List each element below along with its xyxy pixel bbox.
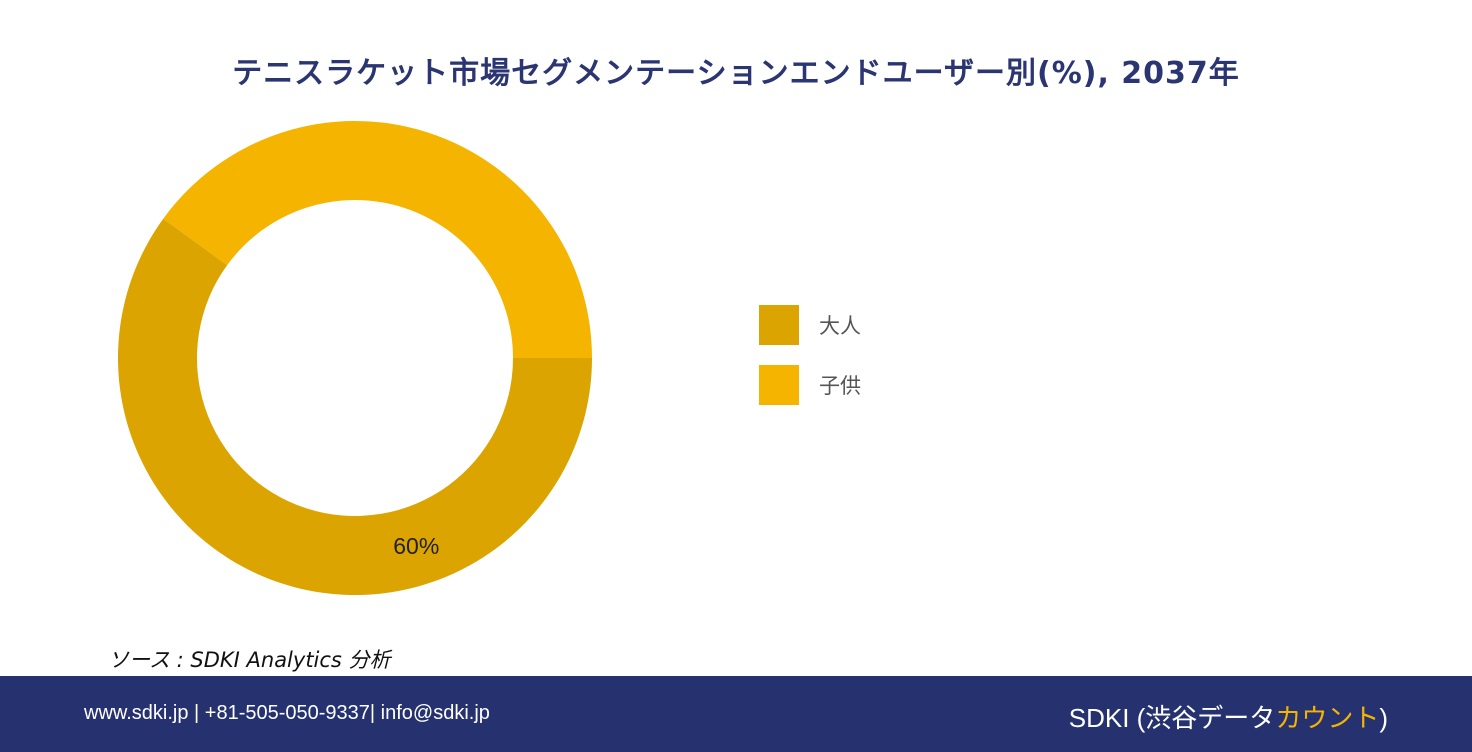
brand-accent: カウント: [1275, 703, 1380, 733]
donut-slice-adult: [117, 218, 592, 595]
legend-item-child: 子供: [759, 365, 861, 405]
chart-title: テニスラケット市場セグメンテーションエンドユーザー別(%), 2037年: [232, 56, 1240, 91]
legend-swatch-child: [759, 365, 799, 405]
slices-group: [117, 121, 592, 595]
legend: 大人 子供: [759, 305, 861, 425]
brand-suffix: ): [1379, 703, 1388, 733]
legend-swatch-adult: [759, 305, 799, 345]
donut-slice-child: [163, 121, 592, 358]
legend-label-child: 子供: [819, 374, 861, 398]
labels-group: 60%: [393, 533, 439, 559]
source-note: ソース : SDKI Analytics 分析: [108, 648, 391, 672]
brand-prefix: SDKI (渋谷データ: [1068, 703, 1276, 733]
data-label-adult: 60%: [393, 533, 439, 559]
footer-brand: SDKI (渋谷データカウント): [1069, 698, 1388, 735]
legend-item-adult: 大人: [759, 305, 861, 345]
footer-bar: www.sdki.jp | +81-505-050-9337| info@sdk…: [0, 676, 1472, 752]
legend-label-adult: 大人: [819, 314, 861, 338]
footer-contact: www.sdki.jp | +81-505-050-9337| info@sdk…: [84, 702, 490, 724]
